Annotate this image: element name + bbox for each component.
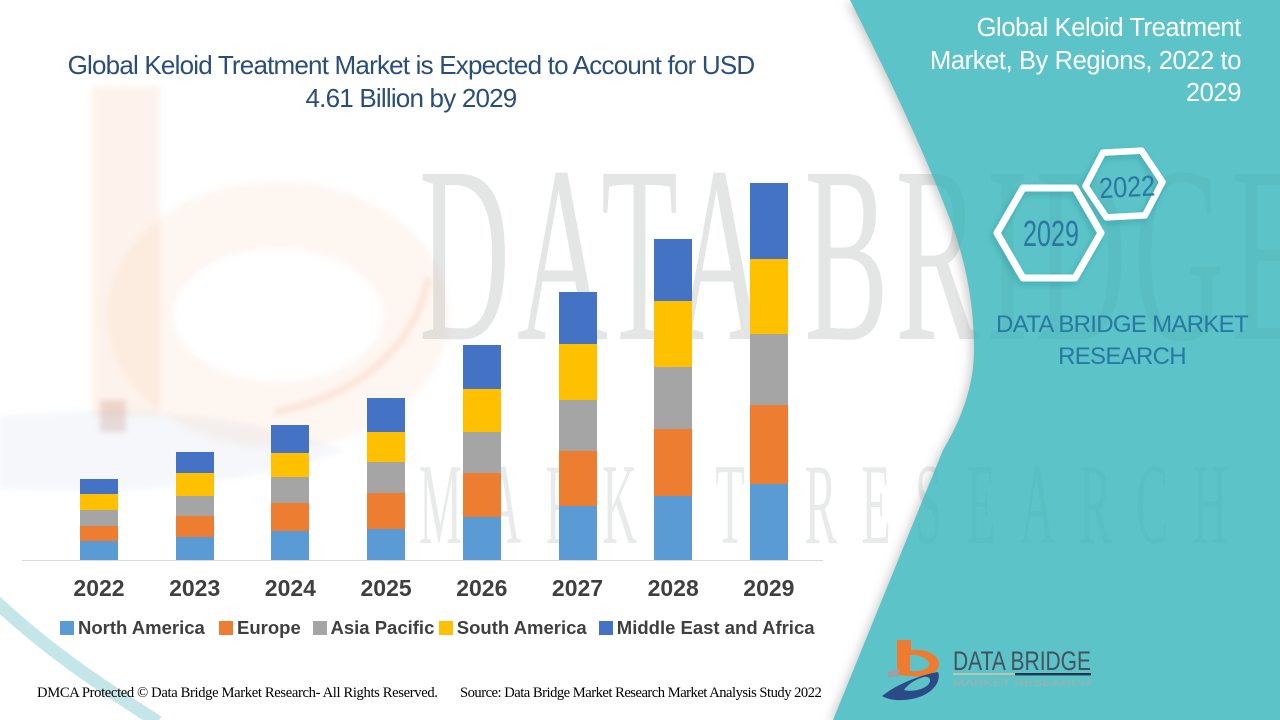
svg-text:DATA BRIDGE: DATA BRIDGE	[953, 646, 1091, 676]
svg-text:MARKET RESEARCH: MARKET RESEARCH	[953, 678, 1091, 688]
svg-text:2029: 2029	[1023, 213, 1079, 254]
svg-text:2022: 2022	[1098, 170, 1156, 205]
